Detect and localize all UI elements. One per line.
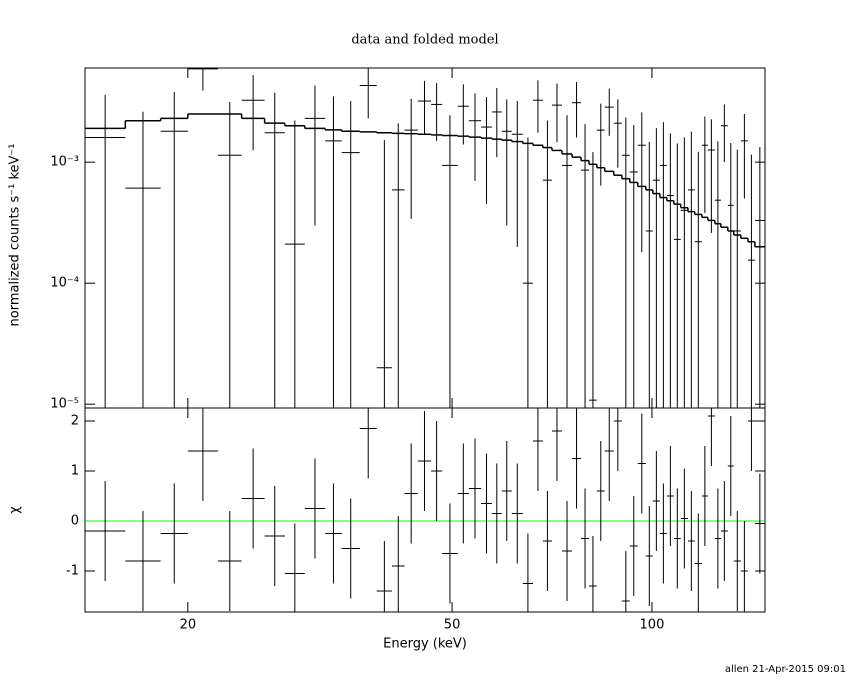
plot-area <box>85 408 765 612</box>
y-tick-label: 10⁻⁵ <box>50 397 79 412</box>
y-tick-label: 2 <box>71 414 79 429</box>
y-tick-label: 1 <box>71 464 79 479</box>
plot-frame <box>84 407 766 613</box>
x-tick-label: 100 <box>640 618 665 633</box>
plot-area <box>85 68 765 408</box>
y-tick-label: 0 <box>71 514 79 529</box>
y-tick-label: -1 <box>66 564 79 579</box>
x-tick-label: 20 <box>180 618 197 633</box>
y-axis-label: χ <box>8 506 23 514</box>
y-tick-label: 10⁻⁴ <box>50 276 79 291</box>
x-axis-label: Energy (keV) <box>383 637 467 652</box>
x-tick-label: 50 <box>444 618 461 633</box>
y-tick-label: 10⁻³ <box>50 155 79 170</box>
footer: allen 21-Apr-2015 09:01 <box>725 664 846 675</box>
chart-title: data and folded model <box>351 33 498 48</box>
y-axis-label: normalized counts s⁻¹ keV⁻¹ <box>8 144 23 327</box>
